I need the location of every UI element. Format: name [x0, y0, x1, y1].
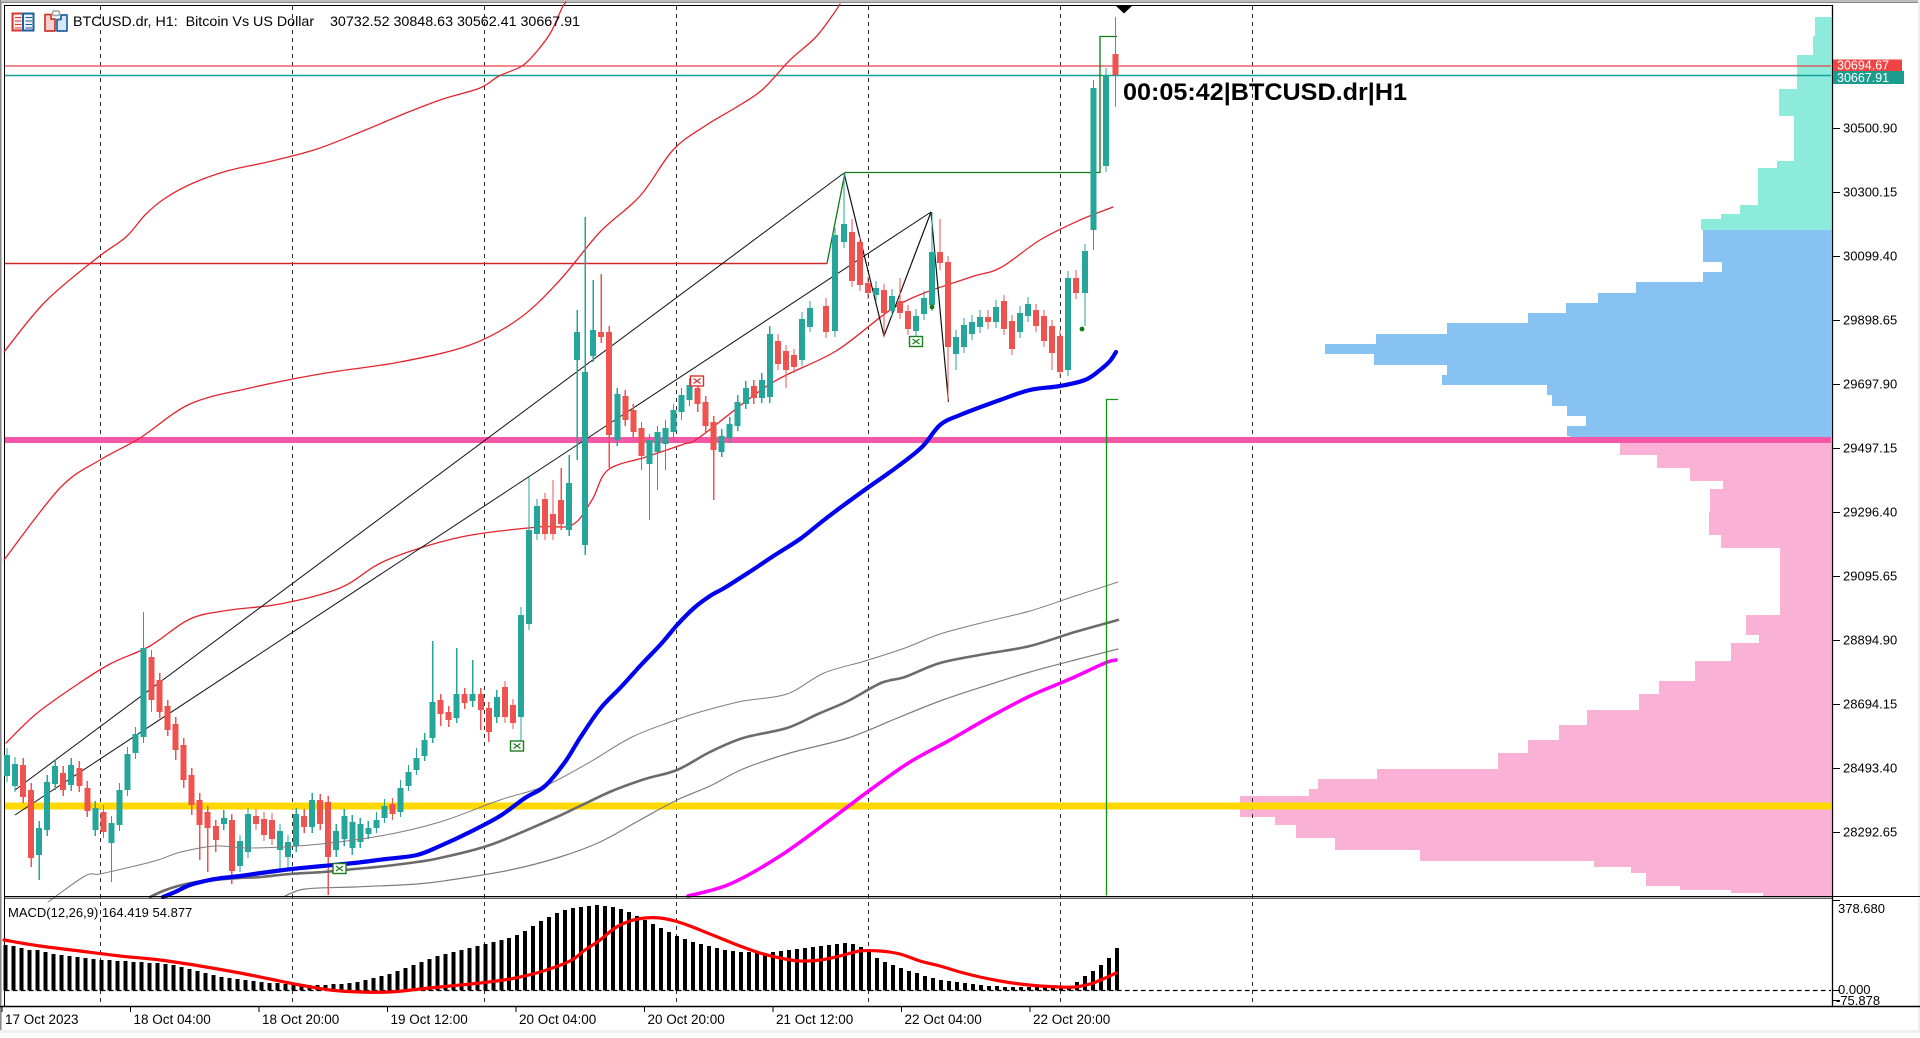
svg-text:18 Oct 20:00: 18 Oct 20:00 — [262, 1012, 339, 1027]
svg-text:29697.90: 29697.90 — [1843, 377, 1897, 392]
svg-text:30500.90: 30500.90 — [1843, 121, 1897, 136]
svg-text:17 Oct 2023: 17 Oct 2023 — [5, 1012, 79, 1027]
svg-text:29296.40: 29296.40 — [1843, 505, 1897, 520]
svg-text:30300.15: 30300.15 — [1843, 185, 1897, 200]
svg-text:30099.40: 30099.40 — [1843, 249, 1897, 264]
svg-text:29497.15: 29497.15 — [1843, 441, 1897, 456]
svg-text:28694.15: 28694.15 — [1843, 697, 1897, 712]
svg-text:28894.90: 28894.90 — [1843, 633, 1897, 648]
svg-text:20 Oct 04:00: 20 Oct 04:00 — [519, 1012, 596, 1027]
svg-text:30667.91: 30667.91 — [1837, 71, 1889, 85]
svg-text:29095.65: 29095.65 — [1843, 569, 1897, 584]
svg-text:20 Oct 20:00: 20 Oct 20:00 — [648, 1012, 725, 1027]
svg-text:0.000: 0.000 — [1838, 982, 1871, 997]
svg-text:-75.878: -75.878 — [1836, 993, 1880, 1008]
svg-text:22 Oct 20:00: 22 Oct 20:00 — [1033, 1012, 1110, 1027]
svg-text:19 Oct 12:00: 19 Oct 12:00 — [391, 1012, 468, 1027]
svg-text:22 Oct 04:00: 22 Oct 04:00 — [905, 1012, 982, 1027]
svg-text:MACD(12,26,9) 164.419 54.877: MACD(12,26,9) 164.419 54.877 — [8, 905, 192, 920]
svg-text:30694.67: 30694.67 — [1837, 59, 1889, 73]
svg-text:378.680: 378.680 — [1838, 901, 1885, 916]
svg-text:28292.65: 28292.65 — [1843, 825, 1897, 840]
svg-text:00:05:42|BTCUSD.dr|H1: 00:05:42|BTCUSD.dr|H1 — [1123, 79, 1407, 106]
svg-text:28493.40: 28493.40 — [1843, 761, 1897, 776]
svg-text:BTCUSD.dr, H1: Bitcoin Vs US: BTCUSD.dr, H1: Bitcoin Vs US Dollar 3073… — [73, 14, 580, 29]
svg-text:21 Oct 12:00: 21 Oct 12:00 — [776, 1012, 853, 1027]
svg-text:29898.65: 29898.65 — [1843, 313, 1897, 328]
svg-text:18 Oct 04:00: 18 Oct 04:00 — [134, 1012, 211, 1027]
